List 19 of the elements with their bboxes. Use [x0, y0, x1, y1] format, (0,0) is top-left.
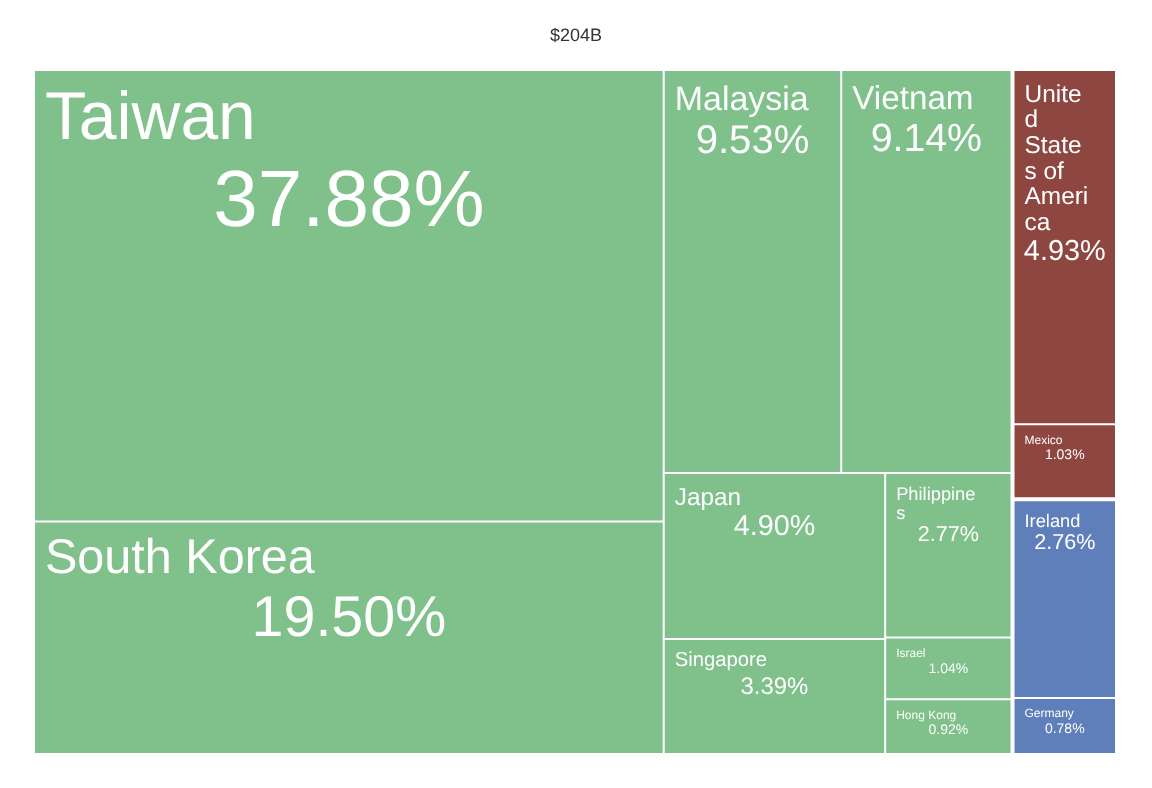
data-label: 37.88%	[213, 156, 485, 245]
data-label: 9.53%	[695, 118, 810, 163]
category-label: Singapore	[674, 649, 768, 672]
data-label: 2.77%	[917, 523, 980, 548]
data-label: 4.93%	[1023, 236, 1106, 269]
category-label: Ireland	[1024, 510, 1081, 531]
data-label: 9.14%	[870, 117, 983, 162]
category-label: Taiwan	[45, 78, 256, 155]
text: $204B	[549, 25, 603, 45]
data-label: 4.90%	[733, 510, 816, 543]
category-label: Malaysia	[674, 79, 810, 118]
category-label: Philippines	[896, 483, 976, 523]
category-label: South Korea	[45, 531, 316, 586]
data-label: 3.39%	[740, 671, 810, 700]
data-label: 19.50%	[251, 586, 447, 650]
category-label: United States of America	[1024, 79, 1089, 237]
category-label: Japan	[674, 482, 741, 511]
category-label: Vietnam	[852, 79, 974, 118]
data-label: 2.76%	[1034, 531, 1097, 556]
